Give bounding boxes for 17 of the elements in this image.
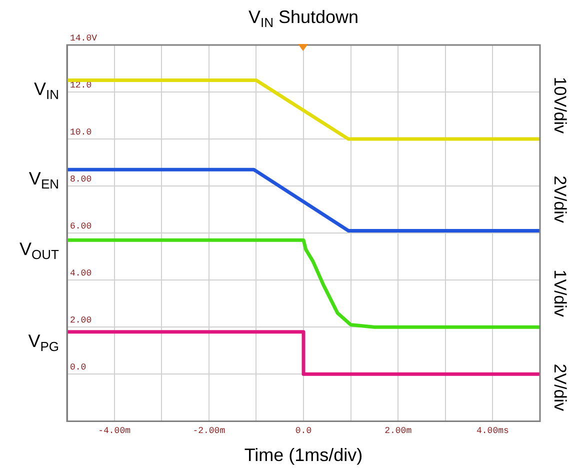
x-tick-label: 2.00m — [384, 426, 412, 436]
x-tick-label: 4.00ms — [476, 426, 509, 436]
x-tick-label: 0.0 — [295, 426, 312, 436]
text: 2V/div — [550, 364, 570, 412]
y-tick-label: 10.0 — [70, 127, 92, 138]
x-tick-label: -2.00m — [192, 426, 226, 436]
text: 2V/div — [550, 176, 570, 224]
y-tick-label: 8.00 — [70, 174, 92, 184]
x-tick-label: -4.00m — [98, 426, 131, 436]
text: 1V/div — [550, 270, 570, 318]
x-axis-title: Time (1ms/div) — [244, 444, 363, 465]
y-tick-label: 4.00 — [70, 268, 92, 279]
y-tick-label: 6.00 — [70, 221, 92, 232]
y-tick-label: 0.0 — [70, 362, 86, 373]
text: 10V/div — [550, 76, 570, 134]
y-tick-label: 2.00 — [70, 316, 92, 326]
y-tick-label: 14.0V — [70, 33, 98, 44]
